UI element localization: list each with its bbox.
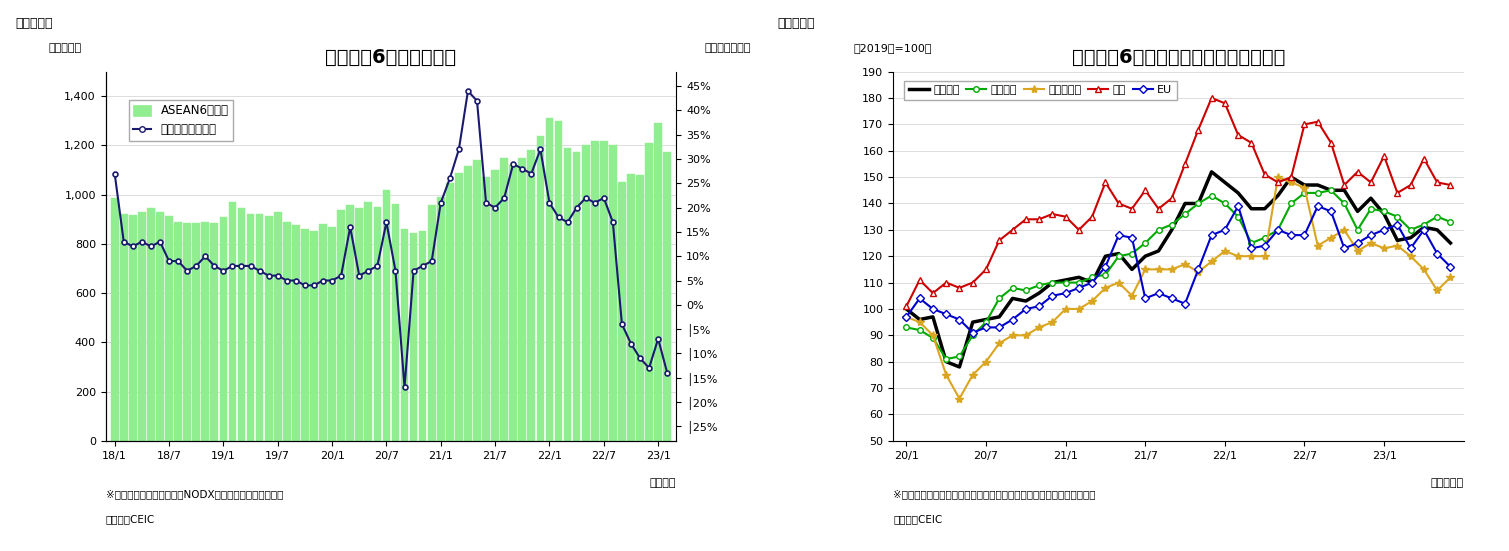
Bar	[128, 215, 137, 441]
Bar	[119, 214, 128, 441]
Bar	[137, 212, 146, 441]
Bar	[610, 145, 617, 441]
Bar	[492, 170, 499, 441]
Bar	[383, 190, 391, 441]
Bar	[410, 233, 418, 441]
Bar	[146, 208, 155, 441]
Bar	[392, 204, 400, 441]
Bar	[456, 172, 463, 441]
Title: アセアン6カ国の輸出額: アセアン6カ国の輸出額	[326, 48, 457, 67]
Text: （資料）CEIC: （資料）CEIC	[893, 515, 942, 525]
Bar	[374, 207, 382, 441]
Bar	[264, 216, 273, 441]
Text: （図表２）: （図表２）	[777, 17, 815, 30]
Text: （年／月）: （年／月）	[1431, 478, 1464, 488]
Text: （前年同月比）: （前年同月比）	[705, 43, 750, 53]
Bar	[273, 212, 282, 441]
Bar	[201, 223, 210, 441]
Bar	[555, 121, 563, 441]
Bar	[356, 208, 364, 441]
Bar	[628, 174, 635, 441]
Bar	[255, 214, 264, 441]
Bar	[510, 165, 518, 441]
Bar	[174, 223, 183, 441]
Bar	[228, 202, 237, 441]
Bar	[564, 148, 572, 441]
Bar	[291, 225, 300, 441]
Bar	[646, 143, 653, 441]
Bar	[664, 152, 672, 441]
Text: （億ドル）: （億ドル）	[48, 43, 81, 53]
Title: アセアン6ヵ国　仕向け地別の輸出動向: アセアン6ヵ国 仕向け地別の輸出動向	[1071, 48, 1286, 67]
Text: ※シンガポールの輸出額はNODX（石油と再輸出除く）。: ※シンガポールの輸出額はNODX（石油と再輸出除く）。	[106, 489, 284, 499]
Bar	[192, 223, 201, 441]
Bar	[420, 231, 427, 441]
Bar	[110, 198, 119, 441]
Bar	[338, 210, 346, 441]
Bar	[210, 223, 219, 441]
Bar	[637, 175, 644, 441]
Bar	[320, 224, 327, 441]
Bar	[655, 123, 662, 441]
Bar	[401, 229, 409, 441]
Text: （図表１）: （図表１）	[15, 17, 53, 30]
Text: （2019年=100）: （2019年=100）	[853, 43, 931, 53]
Legend: 輸出全体, 東アジア, 東南アジア, 北米, EU: 輸出全体, 東アジア, 東南アジア, 北米, EU	[904, 81, 1177, 100]
Bar	[347, 205, 355, 441]
Bar	[546, 118, 554, 441]
Bar	[465, 166, 472, 441]
Bar	[528, 150, 536, 441]
Bar	[329, 226, 337, 441]
Bar	[365, 202, 373, 441]
Bar	[582, 145, 590, 441]
Bar	[592, 141, 599, 441]
Text: （資料）CEIC: （資料）CEIC	[106, 515, 155, 525]
Bar	[537, 136, 545, 441]
Bar	[219, 217, 228, 441]
Bar	[483, 177, 490, 441]
Bar	[501, 158, 509, 441]
Bar	[601, 141, 608, 441]
Bar	[311, 231, 318, 441]
Bar	[302, 229, 309, 441]
Bar	[519, 158, 527, 441]
Bar	[183, 223, 192, 441]
Bar	[155, 212, 164, 441]
Text: ※シンガポールは地場輸出、インドネシアは非石油ガス輸出より算出。: ※シンガポールは地場輸出、インドネシアは非石油ガス輸出より算出。	[893, 489, 1096, 499]
Legend: ASEAN6カ国計, 増加率（右目盛）: ASEAN6カ国計, 増加率（右目盛）	[128, 100, 234, 141]
Bar	[573, 152, 581, 441]
Bar	[282, 222, 291, 441]
Bar	[474, 160, 481, 441]
Bar	[447, 183, 454, 441]
Bar	[164, 217, 174, 441]
Bar	[438, 197, 445, 441]
Bar	[429, 205, 436, 441]
Bar	[237, 208, 246, 441]
Bar	[619, 182, 626, 441]
Bar	[246, 214, 255, 441]
Text: （年月）: （年月）	[650, 478, 676, 488]
